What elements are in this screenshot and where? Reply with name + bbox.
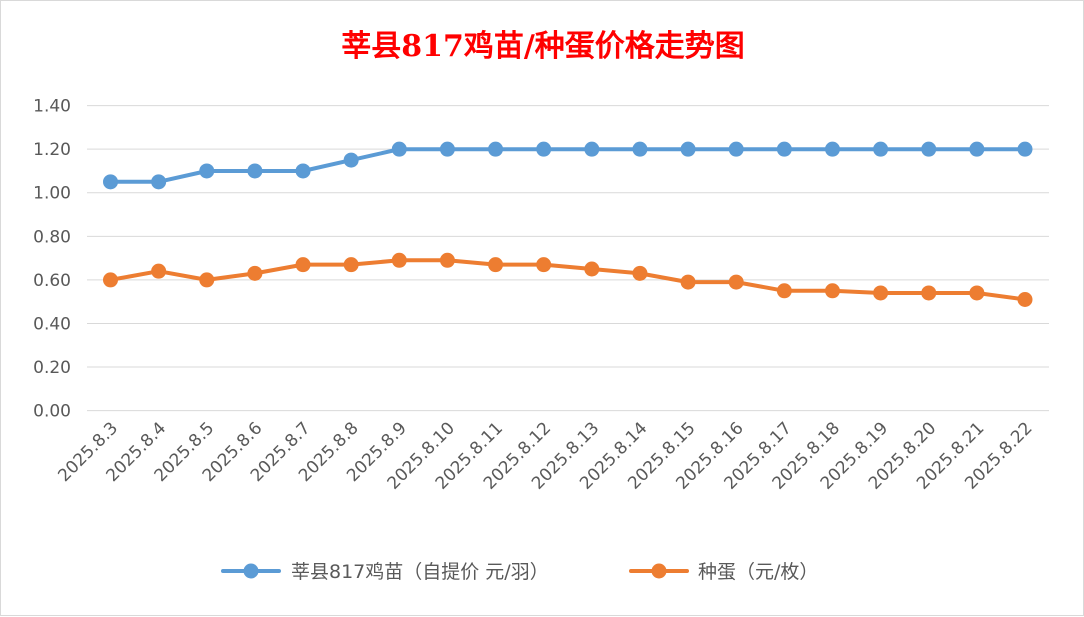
data-point — [488, 141, 504, 157]
y-tick-label: 0.60 — [33, 271, 71, 291]
data-point — [969, 285, 985, 301]
y-tick-label: 0.00 — [33, 402, 71, 422]
data-point — [824, 283, 840, 299]
legend-item: 种蛋（元/枚） — [629, 561, 818, 583]
data-point — [776, 283, 792, 299]
legend-item: 莘县817鸡苗（自提价 元/羽） — [221, 561, 549, 583]
data-point — [439, 141, 455, 157]
legend: 莘县817鸡苗（自提价 元/羽） 种蛋（元/枚） — [221, 561, 818, 583]
data-point — [343, 257, 359, 273]
data-point — [873, 141, 889, 157]
data-point — [680, 274, 696, 290]
data-point — [151, 263, 167, 279]
data-point — [536, 257, 552, 273]
y-axis-ticks: 0.00 0.20 0.40 0.60 0.80 1.00 1.20 1.40 — [33, 97, 71, 422]
data-point — [921, 141, 937, 157]
data-point — [728, 141, 744, 157]
series-2 — [103, 252, 1033, 307]
legend-label: 种蛋（元/枚） — [698, 561, 818, 583]
series-line — [108, 147, 1027, 184]
y-tick-label: 1.00 — [33, 184, 71, 204]
data-point — [728, 274, 744, 290]
data-point — [391, 252, 407, 268]
data-point — [776, 141, 792, 157]
data-point — [247, 265, 263, 281]
y-tick-label: 0.40 — [33, 314, 71, 334]
series-line — [108, 258, 1027, 302]
data-point — [632, 265, 648, 281]
data-point — [151, 174, 167, 190]
data-point — [343, 152, 359, 168]
y-tick-label: 0.80 — [33, 227, 71, 247]
y-tick-label: 1.20 — [33, 140, 71, 160]
data-point — [103, 174, 118, 190]
data-point — [488, 257, 504, 273]
legend-marker — [243, 563, 259, 579]
data-point — [873, 285, 889, 301]
x-axis-ticks: 2025.8.32025.8.42025.8.52025.8.62025.8.7… — [54, 418, 1036, 493]
data-point — [295, 257, 311, 273]
data-point — [632, 141, 648, 157]
series-group — [103, 141, 1033, 307]
data-point — [199, 272, 215, 288]
y-tick-label: 0.20 — [33, 358, 71, 378]
legend-label: 莘县817鸡苗（自提价 元/羽） — [291, 561, 549, 583]
series-1 — [103, 141, 1033, 190]
data-point — [824, 141, 840, 157]
data-point — [295, 163, 311, 179]
data-point — [1017, 141, 1033, 157]
data-point — [1017, 291, 1033, 307]
data-point — [680, 141, 696, 157]
data-point — [391, 141, 407, 157]
data-point — [247, 163, 263, 179]
data-point — [199, 163, 215, 179]
data-point — [921, 285, 937, 301]
data-point — [969, 141, 985, 157]
gridlines — [87, 105, 1049, 412]
data-point — [584, 141, 600, 157]
y-tick-label: 1.40 — [33, 97, 71, 117]
data-point — [439, 252, 455, 268]
legend-marker — [651, 563, 667, 579]
data-point — [536, 141, 552, 157]
chart-title: 莘县817鸡苗/种蛋价格走势图 — [341, 29, 745, 64]
data-point — [584, 261, 600, 277]
data-point — [103, 272, 118, 288]
